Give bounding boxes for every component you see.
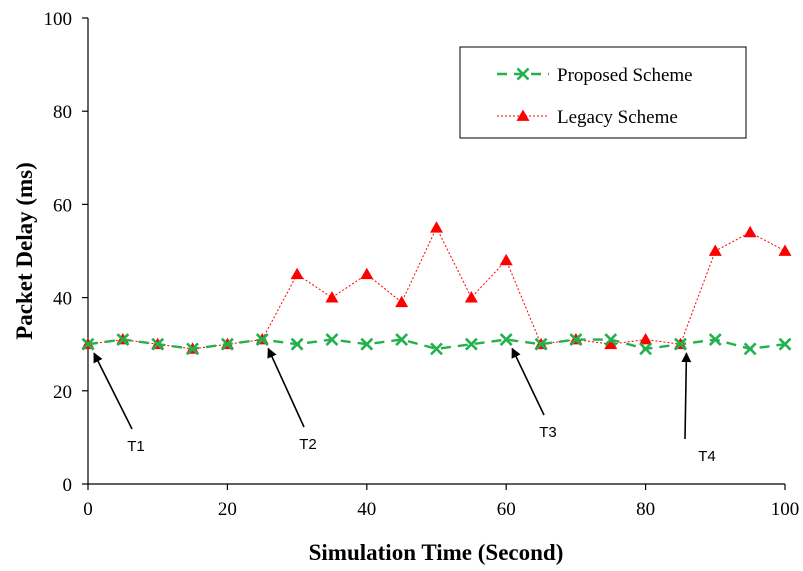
data-point <box>81 337 95 351</box>
annotation-arrow <box>267 347 305 428</box>
x-tick-label: 100 <box>771 499 800 520</box>
data-point <box>395 333 409 346</box>
y-tick-label: 100 <box>44 9 73 30</box>
data-point <box>395 295 409 308</box>
annotation-label: T4 <box>698 448 716 465</box>
y-tick-label: 80 <box>53 102 72 123</box>
data-point <box>464 291 478 303</box>
legend: Proposed Scheme Legacy Scheme <box>459 46 747 139</box>
annotation-label: T3 <box>539 424 557 441</box>
data-point <box>360 337 374 351</box>
y-tick-label: 60 <box>53 195 72 216</box>
legend-box <box>459 46 747 139</box>
data-point <box>778 244 792 256</box>
annotation-arrow <box>93 352 133 430</box>
annotation-t2: T2 <box>267 347 317 453</box>
data-point <box>743 225 757 238</box>
data-point <box>499 253 513 266</box>
y-tick-label: 20 <box>53 382 72 403</box>
legend-marker <box>516 109 530 121</box>
y-tick-label: 0 <box>63 475 73 496</box>
data-point <box>220 337 234 351</box>
data-point <box>743 342 757 356</box>
series-legacy <box>81 221 792 354</box>
data-point <box>325 333 339 346</box>
data-point <box>639 333 653 345</box>
legend-label: Proposed Scheme <box>557 65 693 86</box>
data-point <box>151 337 165 351</box>
annotations: T1 T2 T3 T4 <box>93 347 716 465</box>
data-point <box>604 333 618 346</box>
data-point <box>708 244 722 256</box>
legend-entry-legacy: Legacy Scheme <box>497 107 678 128</box>
data-point <box>569 333 583 346</box>
data-point <box>639 342 653 356</box>
series-proposed <box>81 333 792 356</box>
data-point <box>499 333 513 346</box>
annotation-t4: T4 <box>681 352 716 465</box>
annotation-t3: T3 <box>511 347 557 441</box>
data-point <box>604 337 618 350</box>
x-tick-label: 60 <box>497 499 516 520</box>
data-point <box>360 267 374 280</box>
y-tick-label: 40 <box>53 289 72 310</box>
annotation-label: T1 <box>127 438 145 455</box>
x-axis-title: Simulation Time (Second) <box>309 540 564 565</box>
series-layer <box>81 221 792 356</box>
data-point <box>186 342 199 356</box>
data-point <box>430 221 443 233</box>
data-point <box>534 337 548 351</box>
x-tick-label: 20 <box>218 499 237 520</box>
data-point <box>430 342 443 356</box>
x-tick-label: 40 <box>357 499 376 520</box>
legend-label: Legacy Scheme <box>557 107 678 128</box>
data-point <box>464 337 478 351</box>
annotation-arrow <box>681 352 692 440</box>
x-tick-label: 0 <box>83 499 93 520</box>
legend-entry-proposed: Proposed Scheme <box>497 65 693 86</box>
series-line <box>87 226 786 350</box>
data-point <box>290 267 304 280</box>
annotation-t1: T1 <box>93 352 145 455</box>
y-axis-title: Packet Delay (ms) <box>12 162 37 340</box>
data-point <box>708 333 722 346</box>
data-point <box>290 337 304 351</box>
series-line <box>87 338 786 351</box>
data-point <box>325 291 339 303</box>
data-point <box>778 337 792 351</box>
annotation-label: T2 <box>299 436 317 453</box>
annotation-arrow <box>511 347 545 416</box>
ticks: 0 20 40 60 80 100 0 20 40 60 80 100 <box>44 9 800 520</box>
legend-marker <box>516 67 530 81</box>
data-point <box>674 337 687 351</box>
data-point <box>116 333 130 346</box>
axes <box>87 18 785 485</box>
x-tick-label: 80 <box>636 499 655 520</box>
data-point <box>255 333 269 346</box>
